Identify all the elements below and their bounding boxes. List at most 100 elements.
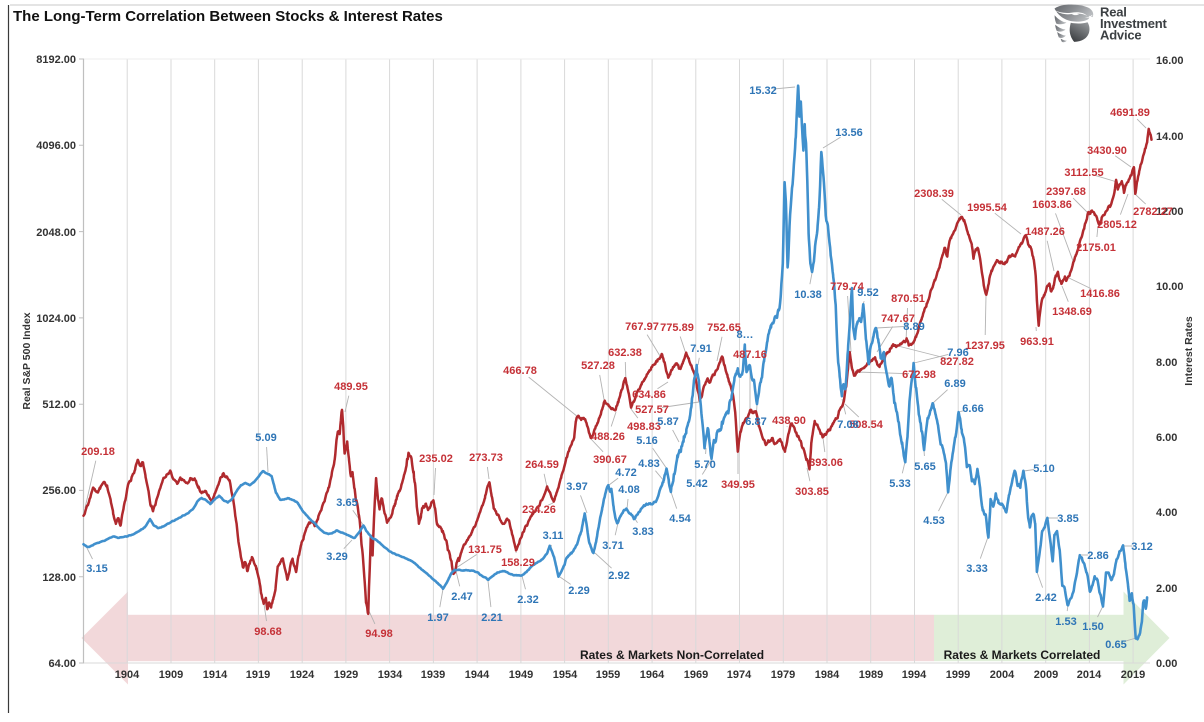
svg-text:767.97: 767.97 (625, 321, 659, 333)
svg-text:4.53: 4.53 (923, 515, 944, 527)
svg-text:7.96: 7.96 (947, 347, 968, 359)
svg-text:264.59: 264.59 (525, 459, 559, 471)
svg-text:1909: 1909 (159, 669, 183, 681)
svg-text:3.15: 3.15 (86, 563, 107, 575)
svg-text:1964: 1964 (640, 669, 665, 681)
svg-text:1348.69: 1348.69 (1052, 306, 1092, 318)
svg-text:2.42: 2.42 (1035, 592, 1056, 604)
svg-text:1974: 1974 (727, 669, 752, 681)
svg-text:2.86: 2.86 (1087, 550, 1108, 562)
svg-text:7.08: 7.08 (837, 419, 858, 431)
svg-text:2.47: 2.47 (451, 591, 472, 603)
svg-text:94.98: 94.98 (365, 628, 393, 640)
svg-text:1919: 1919 (246, 669, 270, 681)
svg-text:2805.12: 2805.12 (1097, 219, 1137, 231)
svg-text:1914: 1914 (203, 669, 228, 681)
svg-text:512.00: 512.00 (42, 399, 76, 411)
svg-text:10.00: 10.00 (1156, 281, 1184, 293)
svg-text:13.56: 13.56 (835, 127, 863, 139)
svg-text:209.18: 209.18 (81, 446, 115, 458)
svg-text:4096.00: 4096.00 (36, 140, 76, 152)
svg-text:498.83: 498.83 (627, 421, 661, 433)
svg-text:2014: 2014 (1077, 669, 1102, 681)
svg-text:235.02: 235.02 (419, 453, 453, 465)
svg-text:5.16: 5.16 (636, 435, 657, 447)
svg-text:3430.90: 3430.90 (1087, 145, 1127, 157)
svg-text:5.09: 5.09 (255, 432, 276, 444)
svg-text:634.86: 634.86 (632, 389, 666, 401)
svg-text:16.00: 16.00 (1156, 55, 1184, 67)
svg-text:2.29: 2.29 (568, 585, 589, 597)
svg-text:1603.86: 1603.86 (1032, 199, 1072, 211)
svg-text:5.70: 5.70 (694, 459, 715, 471)
svg-text:4.08: 4.08 (618, 484, 639, 496)
svg-text:4691.89: 4691.89 (1110, 107, 1150, 119)
svg-text:8192.00: 8192.00 (36, 54, 76, 66)
svg-text:8.00: 8.00 (1156, 357, 1177, 369)
svg-text:3112.55: 3112.55 (1064, 167, 1103, 179)
svg-text:4.00: 4.00 (1156, 507, 1177, 519)
svg-text:488.26: 488.26 (591, 431, 625, 443)
svg-text:1995.54: 1995.54 (967, 202, 1008, 214)
svg-text:1999: 1999 (946, 669, 970, 681)
svg-text:1944: 1944 (465, 669, 490, 681)
svg-text:1024.00: 1024.00 (36, 313, 76, 325)
svg-text:2.21: 2.21 (481, 612, 502, 624)
svg-text:2397.68: 2397.68 (1046, 186, 1086, 198)
svg-text:4.54: 4.54 (669, 513, 691, 525)
svg-text:2782.27: 2782.27 (1133, 206, 1173, 218)
svg-text:2004: 2004 (990, 669, 1015, 681)
svg-text:1237.95: 1237.95 (965, 340, 1005, 352)
svg-text:4.83: 4.83 (638, 458, 659, 470)
svg-text:775.89: 775.89 (660, 322, 694, 334)
svg-text:390.67: 390.67 (593, 454, 627, 466)
svg-text:Advice: Advice (1100, 28, 1141, 43)
svg-text:0.65: 0.65 (1105, 639, 1126, 651)
svg-text:2048.00: 2048.00 (36, 227, 76, 239)
svg-text:7.91: 7.91 (690, 343, 711, 355)
svg-text:1.97: 1.97 (427, 612, 448, 624)
svg-text:349.95: 349.95 (721, 479, 755, 491)
svg-text:6.00: 6.00 (1156, 432, 1177, 444)
svg-text:487.16: 487.16 (733, 349, 767, 361)
svg-text:6.66: 6.66 (962, 403, 983, 415)
svg-text:15.32: 15.32 (749, 85, 777, 97)
svg-text:3.71: 3.71 (602, 540, 623, 552)
svg-text:The Long-Term Correlation Betw: The Long-Term Correlation Between Stocks… (13, 8, 443, 25)
svg-text:2.92: 2.92 (608, 570, 629, 582)
svg-text:1979: 1979 (771, 669, 795, 681)
svg-text:489.95: 489.95 (334, 381, 368, 393)
svg-text:128.00: 128.00 (42, 572, 76, 584)
svg-text:2.32: 2.32 (517, 594, 538, 606)
svg-text:3.12: 3.12 (1131, 541, 1152, 553)
svg-text:3.29: 3.29 (326, 551, 347, 563)
svg-text:98.68: 98.68 (254, 626, 282, 638)
svg-text:527.28: 527.28 (581, 360, 615, 372)
svg-text:Rates & Markets Correlated: Rates & Markets Correlated (944, 648, 1101, 662)
svg-text:1.53: 1.53 (1055, 616, 1076, 628)
svg-text:1959: 1959 (596, 669, 620, 681)
svg-text:1416.86: 1416.86 (1080, 288, 1120, 300)
svg-text:5.33: 5.33 (889, 478, 910, 490)
svg-text:1934: 1934 (378, 669, 403, 681)
svg-text:4.72: 4.72 (615, 467, 636, 479)
svg-text:1969: 1969 (684, 669, 708, 681)
svg-text:273.73: 273.73 (469, 452, 503, 464)
svg-text:5.42: 5.42 (686, 478, 707, 490)
svg-text:8…: 8… (736, 329, 753, 341)
svg-text:1984: 1984 (815, 669, 840, 681)
svg-text:2175.01: 2175.01 (1076, 242, 1116, 254)
svg-text:Real S&P 500 Index: Real S&P 500 Index (21, 312, 33, 409)
svg-text:6.87: 6.87 (745, 416, 766, 428)
svg-text:Rates & Markets Non-Correlated: Rates & Markets Non-Correlated (580, 648, 764, 662)
svg-text:5.10: 5.10 (1033, 463, 1054, 475)
svg-text:2019: 2019 (1121, 669, 1145, 681)
svg-text:64.00: 64.00 (48, 658, 76, 670)
svg-text:3.11: 3.11 (543, 530, 564, 542)
svg-text:632.38: 632.38 (608, 347, 642, 359)
svg-text:1994: 1994 (902, 669, 927, 681)
svg-text:5.87: 5.87 (657, 416, 678, 428)
svg-text:1929: 1929 (334, 669, 358, 681)
svg-text:527.57: 527.57 (635, 404, 669, 416)
svg-text:1.50: 1.50 (1082, 621, 1103, 633)
